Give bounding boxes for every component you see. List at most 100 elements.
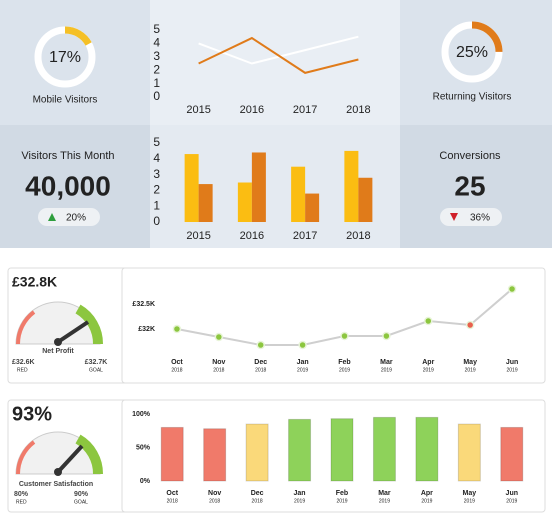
y-tick-label: £32K: [138, 326, 155, 333]
bar: [288, 418, 312, 482]
x-tick-label: Oct: [171, 359, 183, 366]
badge: [440, 208, 502, 226]
x-tick-sublabel: 2018: [213, 367, 224, 373]
gauge-pivot: [54, 468, 62, 476]
y-tick-label: 50%: [136, 444, 151, 451]
y-tick-label: 0%: [140, 478, 151, 485]
point: [214, 332, 224, 342]
x-tick-label: Apr: [422, 359, 434, 366]
bar: [184, 154, 199, 222]
red-value: 80%: [14, 491, 29, 498]
y-tick-label: 0: [153, 214, 160, 228]
x-tick-label: Dec: [251, 490, 264, 497]
gauge-red: [16, 310, 36, 345]
bar: [500, 426, 524, 482]
cell: [0, 0, 150, 125]
kpi-value: 40,000: [25, 170, 111, 201]
bar: [245, 423, 269, 482]
x-tick-label: 2017: [293, 104, 317, 116]
kpi-label: Visitors This Month: [21, 150, 114, 162]
y-tick-label: 2: [153, 62, 160, 76]
cell: [400, 0, 552, 125]
x-tick-label: 2017: [293, 230, 317, 242]
cell: [400, 125, 552, 248]
down-arrow: [450, 213, 458, 221]
donut-value: 17%: [49, 49, 81, 66]
x-tick-sublabel: 2019: [294, 498, 305, 504]
x-tick-sublabel: 2019: [464, 498, 475, 504]
bar: [291, 166, 306, 222]
gauge-label: Customer Satisfaction: [19, 481, 93, 488]
y-tick-label: 1: [153, 76, 160, 90]
kpi-change: 36%: [470, 213, 490, 224]
y-tick-label: 0: [153, 89, 160, 103]
bar: [415, 416, 439, 482]
bar: [330, 418, 354, 482]
gauge-label: Net Profit: [42, 348, 74, 355]
x-tick-label: Dec: [254, 359, 267, 366]
bar: [198, 184, 213, 222]
red-label: RED: [16, 499, 27, 505]
gauge-green: [75, 304, 104, 345]
y-tick-label: 2: [153, 183, 160, 197]
y-tick-label: 5: [153, 135, 160, 149]
x-tick-label: Feb: [338, 359, 350, 366]
x-tick-sublabel: 2019: [423, 367, 434, 373]
goal-label: GOAL: [89, 367, 103, 373]
x-tick-sublabel: 2019: [379, 498, 390, 504]
goal-label: GOAL: [74, 499, 88, 505]
line: [198, 36, 359, 74]
kpi-value: 25: [454, 170, 485, 201]
x-tick-sublabel: 2019: [506, 367, 517, 373]
x-tick-sublabel: 2019: [465, 367, 476, 373]
x-tick-label: May: [463, 359, 477, 366]
cell: [0, 125, 150, 248]
y-tick-label: 5: [153, 22, 160, 36]
gauge: [15, 431, 104, 476]
point: [507, 284, 517, 294]
gauge: [15, 301, 104, 346]
x-tick-sublabel: 2019: [336, 498, 347, 504]
point: [172, 324, 182, 334]
x-tick-label: 2015: [186, 104, 210, 116]
point: [298, 340, 307, 350]
bar: [457, 423, 481, 482]
donut-value: 25%: [456, 44, 488, 61]
x-tick-label: Jan: [297, 359, 309, 366]
x-tick-label: Mar: [378, 490, 391, 497]
x-tick-sublabel: 2018: [209, 498, 220, 504]
cell: [150, 0, 400, 125]
bar: [160, 426, 184, 482]
kpi-label: Conversions: [439, 150, 501, 162]
x-tick-sublabel: 2019: [421, 498, 432, 504]
y-tick-label: £32.5K: [132, 301, 155, 308]
x-tick-label: Mar: [380, 359, 393, 366]
x-tick-label: Nov: [208, 490, 221, 497]
bar: [358, 177, 373, 222]
gauge-needle: [56, 320, 90, 344]
bar: [203, 428, 227, 482]
bar: [372, 416, 396, 482]
x-tick-label: Nov: [212, 359, 225, 366]
y-tick-label: 4: [153, 151, 160, 165]
donut-arc: [441, 21, 503, 83]
gauge-green: [75, 434, 104, 475]
kpi-label: Mobile Visitors: [33, 95, 98, 106]
x-tick-sublabel: 2018: [255, 367, 266, 373]
x-tick-label: Apr: [421, 490, 433, 497]
x-tick-label: May: [463, 490, 477, 497]
badge: [38, 208, 100, 226]
bar: [305, 193, 320, 222]
card: [121, 267, 546, 384]
x-tick-sublabel: 2019: [506, 498, 517, 504]
x-tick-sublabel: 2018: [167, 498, 178, 504]
line: [198, 35, 359, 65]
x-tick-label: Jan: [294, 490, 306, 497]
x-tick-label: 2015: [186, 230, 210, 242]
donut-arc: [34, 26, 96, 88]
x-tick-label: 2018: [346, 104, 370, 116]
x-tick-label: 2018: [346, 230, 370, 242]
goal-value: £32.7K: [85, 359, 108, 366]
kpi-change: 20%: [66, 213, 86, 224]
